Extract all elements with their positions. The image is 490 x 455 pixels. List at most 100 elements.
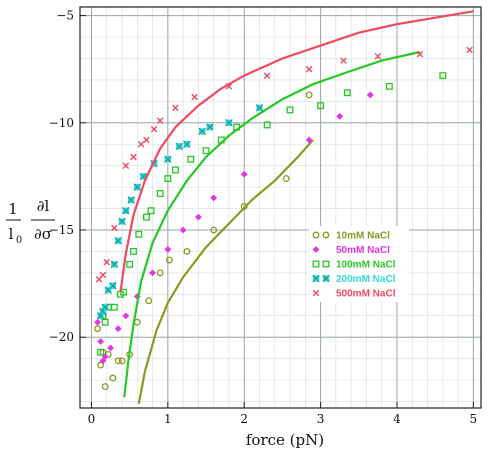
fit-line-0 bbox=[137, 139, 314, 404]
data-point bbox=[282, 175, 290, 183]
legend-marker bbox=[322, 260, 330, 268]
data-point bbox=[172, 166, 179, 174]
data-point bbox=[183, 140, 191, 148]
data-point bbox=[225, 119, 233, 127]
x-tick-label: 3 bbox=[317, 412, 325, 426]
x-axis-title: force (pN) bbox=[246, 431, 324, 449]
data-point bbox=[317, 102, 325, 110]
data-point bbox=[122, 206, 130, 215]
legend-item: 50mM NaCl bbox=[312, 245, 390, 256]
legend-label: 50mM NaCl bbox=[336, 245, 390, 256]
data-point bbox=[130, 153, 137, 161]
data-point bbox=[97, 361, 105, 369]
data-point bbox=[110, 260, 119, 269]
data-point bbox=[206, 123, 214, 131]
fit-line-4 bbox=[119, 10, 474, 293]
data-point bbox=[187, 155, 195, 163]
data-point bbox=[110, 303, 118, 311]
data-point bbox=[107, 344, 114, 352]
data-point bbox=[99, 271, 107, 279]
data-point bbox=[122, 312, 130, 320]
data-point bbox=[240, 170, 248, 178]
legend-item: 200mM NaCl bbox=[312, 274, 396, 285]
data-point bbox=[118, 357, 126, 365]
legend-marker bbox=[312, 231, 320, 239]
data-point bbox=[127, 196, 135, 204]
y-title-dsigma: ∂σ bbox=[34, 225, 52, 243]
minor-grid bbox=[80, 7, 481, 408]
data-point bbox=[109, 282, 117, 290]
major-grid bbox=[80, 7, 481, 408]
data-point bbox=[416, 50, 424, 58]
data-point bbox=[114, 237, 122, 245]
data-point bbox=[94, 325, 102, 333]
fit-line-2 bbox=[123, 50, 421, 398]
x-tick-label: 5 bbox=[470, 412, 478, 426]
legend-label: 500mM NaCl bbox=[336, 289, 396, 300]
data-point bbox=[97, 338, 105, 345]
data-point bbox=[305, 136, 313, 144]
x-tick-label: 2 bbox=[240, 412, 248, 426]
x-tick-label: 1 bbox=[164, 412, 172, 426]
y-tick-label: −10 bbox=[49, 116, 74, 130]
data-point bbox=[340, 57, 347, 64]
legend-marker bbox=[312, 246, 320, 253]
data-point bbox=[263, 72, 271, 79]
tick-labels: 0 1 2 3 4 5 −20 −15 −10 −5 bbox=[49, 9, 478, 426]
tick-marks bbox=[80, 15, 474, 408]
legend-label: 10mM NaCl bbox=[336, 231, 390, 242]
data-point bbox=[385, 82, 393, 90]
legend-marker bbox=[322, 231, 330, 239]
data-point bbox=[143, 136, 150, 144]
y-tick-label: −5 bbox=[56, 9, 74, 23]
data-point bbox=[305, 65, 313, 73]
data-point bbox=[145, 297, 153, 305]
plot-frame bbox=[79, 6, 482, 409]
legend-label: 200mM NaCl bbox=[336, 274, 396, 285]
series-3 bbox=[96, 104, 264, 320]
data-point bbox=[150, 125, 158, 133]
legend-label: 100mM NaCl bbox=[336, 260, 396, 271]
data-point bbox=[109, 374, 117, 382]
data-point bbox=[135, 230, 143, 238]
data-point bbox=[164, 175, 172, 183]
legend-item: 100mM NaCl bbox=[312, 260, 396, 271]
x-tick-label: 4 bbox=[393, 412, 401, 426]
data-point bbox=[164, 155, 172, 163]
legend: 10mM NaCl 50mM NaCl 100mM NaCl 200mM NaCl 50… bbox=[309, 226, 409, 302]
x-tick-label: 0 bbox=[88, 412, 96, 426]
data-point bbox=[225, 83, 233, 90]
data-point bbox=[179, 226, 187, 234]
data-point bbox=[118, 217, 126, 226]
data-point bbox=[156, 269, 164, 277]
data-point bbox=[111, 224, 118, 232]
data-point bbox=[156, 117, 164, 124]
legend-marker bbox=[312, 260, 320, 268]
data-point bbox=[137, 140, 145, 148]
data-point bbox=[191, 93, 198, 101]
legend-background bbox=[309, 226, 409, 302]
data-point bbox=[305, 91, 313, 99]
series-layer bbox=[94, 10, 474, 404]
data-point bbox=[97, 348, 105, 356]
y-tick-label: −15 bbox=[49, 223, 74, 237]
legend-item: 10mM NaCl bbox=[312, 231, 390, 242]
data-point bbox=[336, 112, 344, 120]
legend-marker bbox=[322, 274, 330, 283]
data-point bbox=[374, 53, 382, 60]
data-point bbox=[101, 303, 109, 311]
legend-item: 500mM NaCl bbox=[312, 289, 396, 300]
legend-marker bbox=[312, 289, 320, 297]
data-point bbox=[366, 91, 374, 99]
data-point bbox=[164, 245, 172, 253]
data-point bbox=[130, 248, 137, 255]
data-point bbox=[286, 106, 294, 114]
data-point bbox=[210, 194, 218, 202]
y-title-one: 1 bbox=[8, 200, 18, 218]
data-point bbox=[143, 213, 150, 221]
data-point bbox=[114, 357, 122, 365]
series-2 bbox=[97, 50, 447, 398]
y-tick-label: −20 bbox=[49, 330, 74, 344]
data-point bbox=[255, 104, 264, 112]
